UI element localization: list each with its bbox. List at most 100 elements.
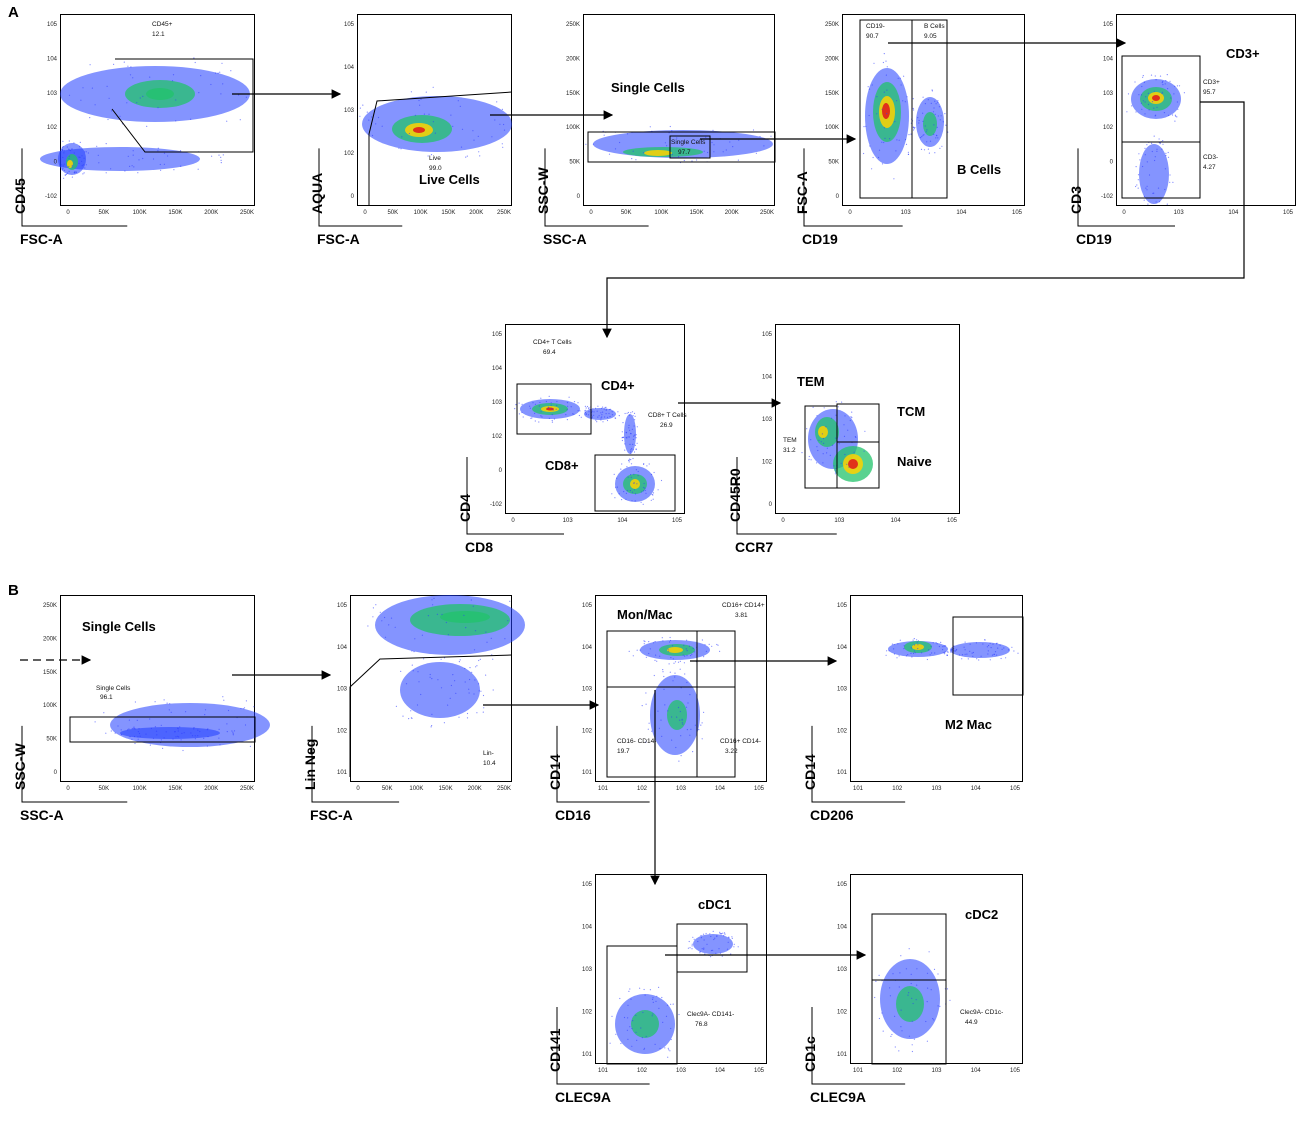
a-plot-1-event xyxy=(152,158,155,160)
a-plot-5-event xyxy=(1162,80,1164,83)
b-plot-3-event xyxy=(648,652,650,655)
a-plot-6-event xyxy=(624,412,626,415)
b-plot-5-event xyxy=(645,1035,647,1038)
a-plot-1-event xyxy=(66,146,68,148)
a-plot-2-event xyxy=(503,123,505,126)
a-plot-2-event xyxy=(457,100,459,102)
a-plot-6-event xyxy=(534,420,536,422)
a-plot-6-event xyxy=(538,405,540,407)
a-plot-4-gate-2-value: 9.05 xyxy=(924,33,937,40)
a-plot-2-event xyxy=(466,155,468,157)
a-plot-6-event xyxy=(593,414,595,416)
a-plot-2-axis-bracket xyxy=(318,148,403,227)
a-plot-4-event xyxy=(872,156,874,159)
a-plot-1-event xyxy=(61,149,64,151)
a-plot-6-event xyxy=(633,451,636,453)
a-plot-6-event xyxy=(551,419,553,422)
a-plot-6-event xyxy=(556,404,558,407)
a-plot-5-event xyxy=(1177,108,1179,110)
a-plot-6-event xyxy=(630,449,632,451)
b-plot-4-event xyxy=(993,653,996,655)
a-plot-4-event xyxy=(869,145,871,147)
b-plot-2-event xyxy=(471,671,473,673)
b-plot-3-event xyxy=(684,655,686,657)
a-plot-1-event xyxy=(198,92,200,94)
a-plot-6-gate-2-value: 26.9 xyxy=(660,422,673,429)
b-plot-1-event xyxy=(218,737,220,739)
a-plot-6-event xyxy=(600,419,602,421)
b-plot-4-event xyxy=(996,654,998,656)
a-plot-6-event xyxy=(514,408,516,410)
b-plot-3-event xyxy=(703,711,705,713)
a-plot-6-event xyxy=(585,409,587,411)
b-plot-5-event xyxy=(710,949,713,952)
b-plot-3-event xyxy=(689,734,691,736)
a-plot-7-event xyxy=(835,471,837,473)
a-plot-1-event xyxy=(68,149,70,151)
a-plot-6-event xyxy=(620,468,622,470)
b-plot-3-event xyxy=(686,729,688,731)
b-plot-6-x-axis-label: CLEC9A xyxy=(810,1089,867,1105)
a-plot-3-event xyxy=(691,160,693,162)
b-plot-3-event xyxy=(661,735,663,737)
a-plot-1-event xyxy=(175,99,177,101)
b-plot-4-event xyxy=(972,655,974,657)
b-plot-1-event xyxy=(240,707,242,710)
a-plot-3-event xyxy=(725,149,727,151)
a-plot-1-event xyxy=(197,168,199,170)
b-plot-3-event xyxy=(643,640,645,642)
b-plot-1-event xyxy=(242,708,244,710)
a-plot-5-event xyxy=(1137,187,1139,189)
b-plot-3-event xyxy=(636,649,638,651)
b-plot-3-event xyxy=(701,639,703,641)
b-plot-5-event xyxy=(691,943,693,945)
a-plot-2-event xyxy=(460,146,463,148)
a-plot-6-event xyxy=(631,448,633,450)
b-plot-3-event xyxy=(664,704,666,706)
a-plot-2-event xyxy=(503,129,506,131)
b-plot-1-event xyxy=(170,711,172,713)
a-plot-1-event xyxy=(132,77,134,79)
b-plot-4-event xyxy=(913,638,915,640)
a-plot-4-event xyxy=(932,111,935,113)
a-plot-7-event xyxy=(843,424,845,426)
b-plot-5-cd141-vs-clec9a: Clec9A- CD141- 76.8 cDC1 101 102 103 104 105 105… xyxy=(582,874,767,1074)
a-plot-6-event xyxy=(548,406,550,408)
a-plot-2-ytick: 102 xyxy=(344,151,355,157)
a-plot-1-ytick: 102 xyxy=(47,125,58,131)
b-plot-1-axis-bracket xyxy=(21,725,128,803)
a-plot-4-event xyxy=(918,119,920,122)
b-plot-4-event xyxy=(999,644,1001,646)
a-plot-1-event xyxy=(124,170,126,172)
a-plot-5-event xyxy=(1136,184,1138,186)
a-plot-3-event xyxy=(619,141,621,144)
b-plot-1-ytick: 50K xyxy=(46,737,57,743)
a-plot-1-event xyxy=(163,152,166,154)
a-plot-4-event xyxy=(926,141,928,143)
b-plot-1-event xyxy=(136,719,138,721)
a-plot-4-event xyxy=(907,153,910,155)
b-plot-4-event xyxy=(913,644,915,646)
b-plot-2-event xyxy=(395,705,397,707)
a-plot-4-event xyxy=(873,62,875,64)
a-plot-6-ytick: 105 xyxy=(492,332,503,338)
b-plot-1-ytick: 0 xyxy=(54,770,58,776)
b-plot-1-event xyxy=(105,732,107,734)
a-plot-1-gate-1-value: 12.1 xyxy=(152,31,165,38)
a-plot-4-event xyxy=(893,178,895,180)
b-plot-2-gate-1 xyxy=(349,654,513,777)
a-plot-6-event xyxy=(565,414,567,416)
a-plot-6-event xyxy=(657,489,659,491)
a-plot-3-gate-2 xyxy=(669,135,711,159)
b-plot-3-gate-3-name: CD16+ CD14- xyxy=(720,738,761,745)
b-plot-6-event xyxy=(900,1026,902,1028)
a-plot-1-event xyxy=(226,120,228,122)
b-plot-6-event xyxy=(907,994,909,996)
b-plot-4-event xyxy=(988,644,990,647)
a-plot-6-event xyxy=(579,410,581,412)
a-plot-6-ytick: 103 xyxy=(492,400,503,406)
a-plot-4-event xyxy=(919,137,922,139)
a-plot-2-event xyxy=(381,125,383,127)
